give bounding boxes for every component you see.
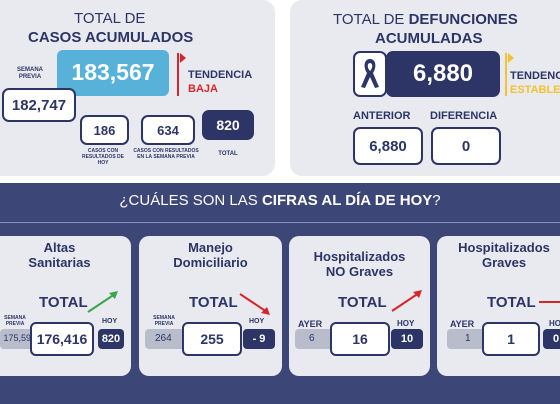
cases-trend-value: BAJA xyxy=(188,83,218,95)
mourning-ribbon-icon xyxy=(361,59,379,88)
card-left-label-2: PREVIA xyxy=(5,321,25,327)
card-title-1: Altas xyxy=(43,240,76,255)
deaths-ribbon-box xyxy=(353,51,387,97)
cases-prev-label-1: SEMANA xyxy=(16,67,43,73)
card-center-value: 255 xyxy=(182,322,242,356)
card-left-label: AYER xyxy=(450,319,475,329)
card-left-label: SEMANA PREVIA xyxy=(149,315,179,327)
card-title: Hospitalizados Graves xyxy=(434,240,560,270)
today-question-bold: CIFRAS AL DÍA DE HOY xyxy=(261,192,433,209)
deaths-trend-bar xyxy=(505,53,507,96)
card-left-label: SEMANA PREVIA xyxy=(0,315,30,327)
card-title-2: Sanitarias xyxy=(28,255,91,270)
cases-prev-label-2: PREVIA xyxy=(18,74,42,80)
card-title: Hospitalizados NO Graves xyxy=(289,249,430,279)
deaths-title-line2: ACUMULADAS xyxy=(375,30,483,47)
card-left-label: AYER xyxy=(298,319,323,329)
card-center-value: 16 xyxy=(330,322,390,356)
card-title: Altas Sanitarias xyxy=(0,240,131,270)
deaths-anterior-label: ANTERIOR xyxy=(353,110,411,122)
deaths-anterior-value: 6,880 xyxy=(353,127,423,165)
deaths-trend-label: TENDENCIA xyxy=(510,70,560,82)
card-left-value: 264 xyxy=(155,333,172,344)
card-right-value: 10 xyxy=(391,329,423,349)
cases-total-small-box: 820 xyxy=(202,110,254,140)
cases-trend-bar xyxy=(177,53,179,96)
cases-total-box xyxy=(57,50,169,96)
card-left-label-2: PREVIA xyxy=(154,321,174,327)
deaths-title-a: TOTAL DE xyxy=(333,11,405,28)
arrow-down-red-icon xyxy=(239,293,270,315)
card-right-value: 820 xyxy=(98,329,124,349)
card-right-value: 0 xyxy=(543,329,560,349)
card-left-label-1: SEMANA xyxy=(153,315,175,321)
cases-prev-label: SEMANA PREVIA xyxy=(14,67,46,81)
card-title: Manejo Domiciliario xyxy=(139,240,282,270)
flat-arrow-red-icon xyxy=(539,301,560,303)
arrow-up-green-icon xyxy=(87,291,118,313)
card-altas-sanitarias: Altas Sanitarias TOTAL SEMANA PREVIA 175… xyxy=(0,236,131,376)
cases-trend-flag-icon xyxy=(180,53,186,63)
cases-week-caption: CASOS CON RESULTADOS EN LA SEMANA PREVIA xyxy=(133,148,199,160)
cases-title-line1: TOTAL DE xyxy=(74,10,146,27)
deaths-title-line1: TOTAL DE DEFUNCIONES xyxy=(333,11,518,28)
cases-today-caption: CASOS CON RESULTADOS DE HOY xyxy=(81,148,125,166)
card-left-value: 6 xyxy=(309,333,315,344)
card-title-2: Graves xyxy=(481,255,527,270)
card-title-1: Manejo xyxy=(188,240,233,255)
card-hospitalizados-no-graves: Hospitalizados NO Graves TOTAL AYER 6 16… xyxy=(289,236,430,376)
today-question-suffix: ? xyxy=(432,192,441,209)
cases-total-value: 183,567 xyxy=(71,59,155,85)
card-title-2: NO Graves xyxy=(325,264,394,279)
card-left-value: 175,596 xyxy=(3,333,36,343)
today-question-prefix: ¿CUÁLES SON LAS xyxy=(119,192,258,209)
card-manejo-domiciliario: Manejo Domiciliario TOTAL SEMANA PREVIA … xyxy=(139,236,282,376)
band-top-line xyxy=(0,222,560,223)
deaths-title-b: DEFUNCIONES xyxy=(408,11,518,28)
card-right-label: HOY xyxy=(102,318,118,325)
cases-today-box: 186 xyxy=(80,115,129,145)
card-total-label: TOTAL xyxy=(189,294,238,311)
card-total-label: TOTAL xyxy=(338,294,387,311)
card-title-2: Domiciliario xyxy=(173,255,248,270)
card-left-label-1: SEMANA xyxy=(4,315,26,321)
card-left-value: 1 xyxy=(465,333,471,344)
card-hospitalizados-graves: Hospitalizados Graves TOTAL AYER 1 1 HO … xyxy=(437,236,560,376)
card-right-label: HO xyxy=(549,319,560,328)
deaths-total-value: 6,880 xyxy=(386,51,500,97)
cases-total-small-caption: TOTAL xyxy=(218,151,238,157)
card-right-label: HOY xyxy=(249,318,265,325)
cases-prev-value: 182,747 xyxy=(2,88,76,122)
cases-week-box: 634 xyxy=(141,115,195,145)
arrow-up-red-icon xyxy=(391,290,422,312)
card-total-label: TOTAL xyxy=(39,294,88,311)
cases-title-line2: CASOS ACUMULADOS xyxy=(28,29,194,46)
cases-trend-label: TENDENCIA xyxy=(188,69,253,81)
card-title-1: Hospitalizados xyxy=(458,240,550,255)
card-total-label: TOTAL xyxy=(487,294,536,311)
card-center-value: 176,416 xyxy=(30,322,94,356)
card-center-value: 1 xyxy=(482,322,540,356)
deaths-diferencia-label: DIFERENCIA xyxy=(430,110,498,122)
deaths-diferencia-value: 0 xyxy=(431,127,501,165)
deaths-trend-value: ESTABLE xyxy=(510,84,560,96)
today-question: ¿CUÁLES SON LAS CIFRAS AL DÍA DE HOY? xyxy=(0,192,560,209)
card-title-1: Hospitalizados xyxy=(313,249,406,264)
card-right-value: - 9 xyxy=(243,329,275,349)
card-right-label: HOY xyxy=(397,319,415,328)
deaths-trend-flag-icon xyxy=(508,53,514,63)
